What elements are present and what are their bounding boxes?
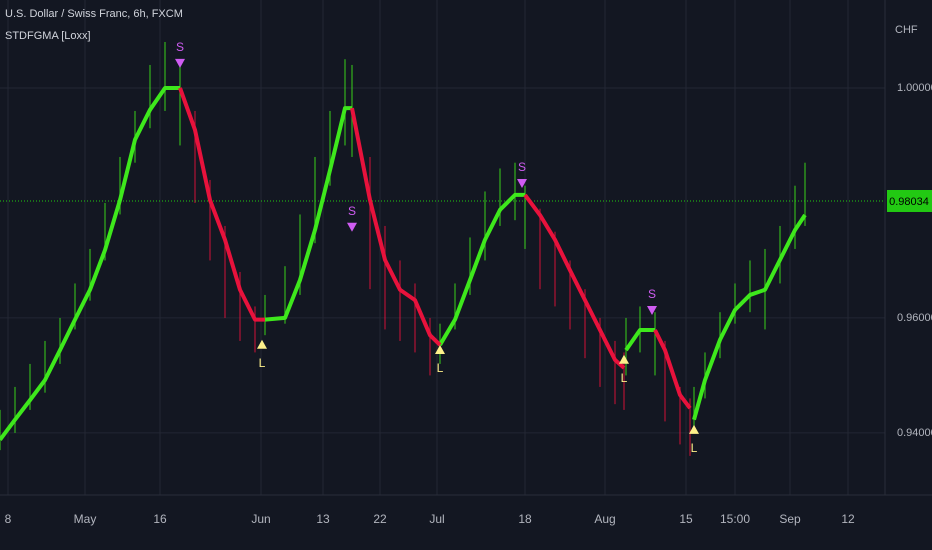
ma-line: [178, 87, 265, 322]
signal-marker: [689, 424, 699, 434]
x-tick-label: Sep: [779, 512, 801, 526]
x-tick-label: Jun: [251, 512, 270, 526]
x-tick-label: 22: [373, 512, 387, 526]
signal-marker: [175, 58, 185, 68]
x-tick-label: Aug: [594, 512, 615, 526]
grid: [0, 0, 885, 495]
plot-area: S S S S L L L L: [0, 40, 885, 456]
y-axis-label: CHF: [895, 24, 918, 36]
x-tick-label: 18: [518, 512, 532, 526]
x-tick-label: 15:00: [720, 512, 750, 526]
y-tick-label: 0.94000: [897, 427, 932, 439]
signal-marker: [257, 339, 267, 349]
x-tick-label: 16: [153, 512, 167, 526]
ma-line: [350, 107, 442, 347]
signal-label: L: [621, 371, 628, 385]
x-tick-label: Jul: [429, 512, 444, 526]
x-tick-label: 13: [316, 512, 330, 526]
ma-line: [653, 329, 692, 410]
signal-label: L: [259, 356, 266, 370]
signal-label: L: [437, 361, 444, 375]
last-price-label: 0.98034: [889, 196, 929, 208]
indicator-name: STDFGMA [Loxx]: [5, 30, 91, 42]
ma-line: [692, 213, 807, 421]
chart-title: U.S. Dollar / Swiss Franc, 6h, FXCM: [5, 8, 183, 20]
x-tick-label: 15: [679, 512, 693, 526]
signal-marker: [517, 178, 527, 188]
last-price-box: [887, 189, 932, 212]
signal-label: S: [176, 40, 184, 54]
x-tick-label: 8: [5, 512, 12, 526]
signal-label: S: [648, 287, 656, 301]
ma-line: [264, 106, 352, 322]
signal-marker: [619, 354, 629, 364]
signal-label: S: [348, 204, 356, 218]
signal-label: L: [691, 441, 698, 455]
signal-label: S: [518, 160, 526, 174]
x-tick-label: May: [74, 512, 97, 526]
ma-line: [0, 85, 180, 442]
ma-line: [523, 193, 626, 370]
ma-line: [624, 328, 655, 352]
x-tick-label: 12: [841, 512, 855, 526]
signal-marker: [647, 306, 657, 316]
signal-marker: [347, 222, 357, 232]
signal-marker: [435, 344, 445, 354]
ma-line: [438, 192, 525, 346]
